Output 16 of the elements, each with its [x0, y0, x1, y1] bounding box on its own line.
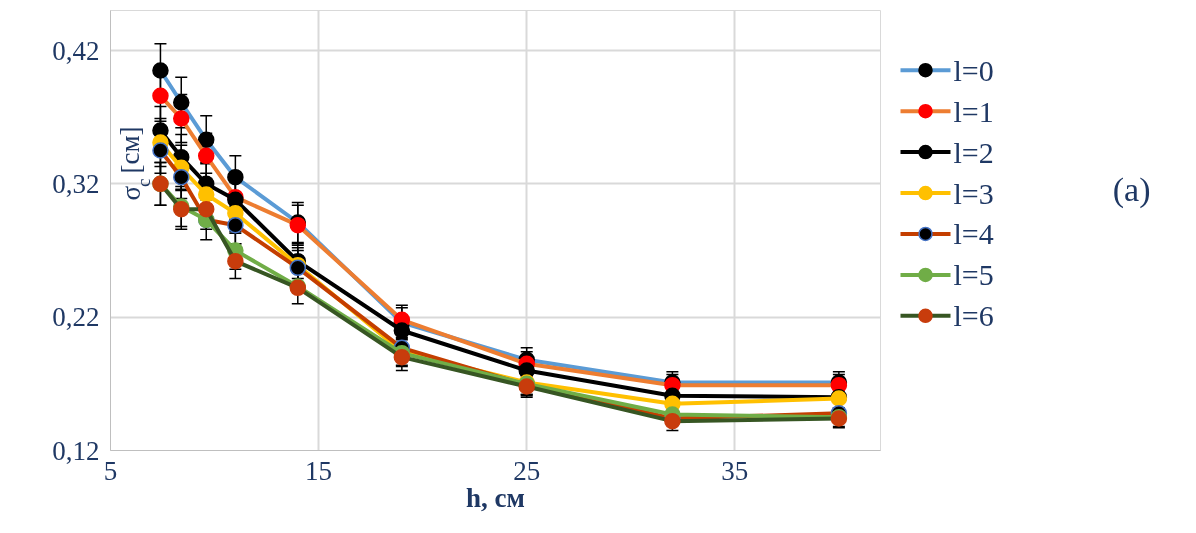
- y-tick-label: 0,22: [52, 302, 100, 333]
- y-tick-label: 0,32: [52, 168, 100, 199]
- x-tick-label: 5: [103, 455, 118, 486]
- legend-label: l=0: [953, 53, 994, 87]
- y-tick-label: 0,12: [52, 435, 100, 466]
- x-tick-label: 15: [305, 455, 333, 486]
- x-tick-label: 35: [721, 455, 749, 486]
- legend-label: l=5: [953, 258, 994, 292]
- legend-label: l=6: [953, 299, 994, 333]
- legend-label: l=3: [953, 176, 994, 210]
- y-axis-title: σc [см]: [115, 126, 154, 201]
- legend-label: l=4: [953, 217, 994, 251]
- legend-label: l=2: [953, 135, 994, 169]
- y-tick-label: 0,42: [52, 35, 100, 66]
- text: (a): [1112, 171, 1151, 210]
- legend-label: l=1: [953, 94, 994, 128]
